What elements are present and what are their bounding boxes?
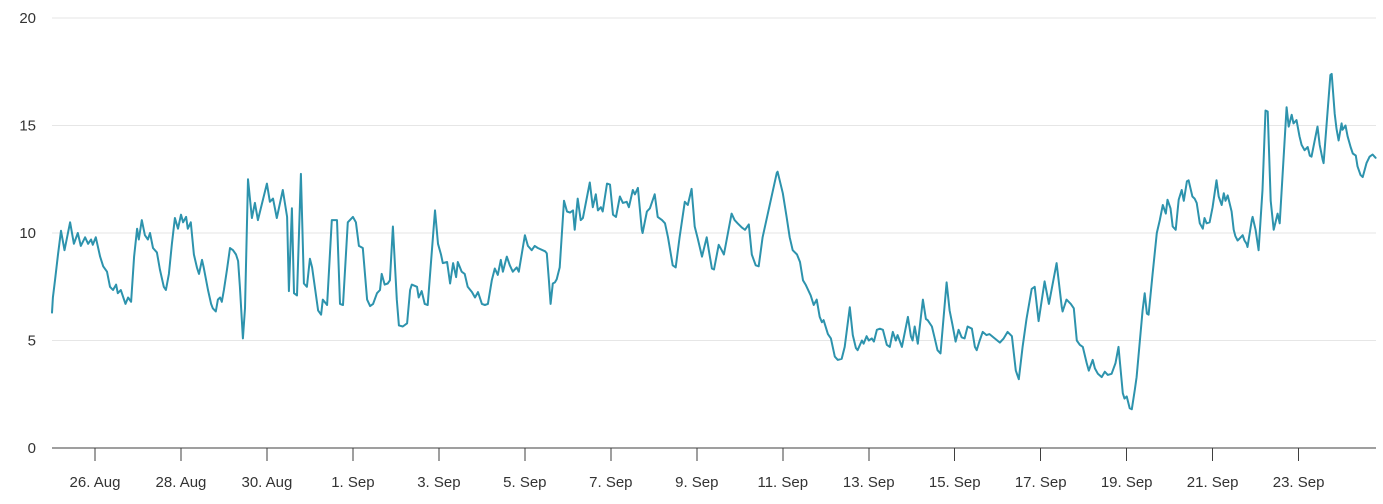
- y-axis-tick-label: 10: [19, 225, 36, 242]
- axes-layer: [52, 447, 1376, 461]
- y-axis-tick-label: 15: [19, 118, 36, 135]
- y-axis-tick-label: 20: [19, 10, 36, 27]
- series-line[interactable]: [51, 72, 1377, 411]
- gridlines-layer: [52, 17, 1376, 341]
- x-axis-tick-label: 21. Sep: [1187, 474, 1239, 491]
- x-axis-tick-label: 17. Sep: [1015, 474, 1067, 491]
- axis-labels-layer: 0 5 10 15 20 26. Aug 28. Aug 30. Aug 1. Sep 3. Se…: [19, 10, 1324, 491]
- x-axis-tick-label: 28. Aug: [156, 474, 207, 491]
- y-axis-tick-label: 0: [28, 440, 36, 457]
- x-axis-tick-label: 1. Sep: [331, 474, 374, 491]
- x-axis-tick-label: 3. Sep: [417, 474, 460, 491]
- x-axis-tick-label: 5. Sep: [503, 474, 546, 491]
- x-axis-tick-label: 19. Sep: [1101, 474, 1153, 491]
- x-axis-tick-label: 15. Sep: [929, 474, 981, 491]
- y-axis-tick-label: 5: [28, 333, 36, 350]
- series-layer: [51, 72, 1377, 411]
- x-axis-tick-label: 23. Sep: [1273, 474, 1325, 491]
- x-axis-tick-label: 7. Sep: [589, 474, 632, 491]
- x-axis-tick-label: 11. Sep: [757, 474, 808, 491]
- x-axis-tick-label: 26. Aug: [70, 474, 121, 491]
- x-axis-tick-label: 30. Aug: [241, 474, 292, 491]
- x-axis-tick-label: 9. Sep: [675, 474, 718, 491]
- x-axis-tick-label: 13. Sep: [843, 474, 895, 491]
